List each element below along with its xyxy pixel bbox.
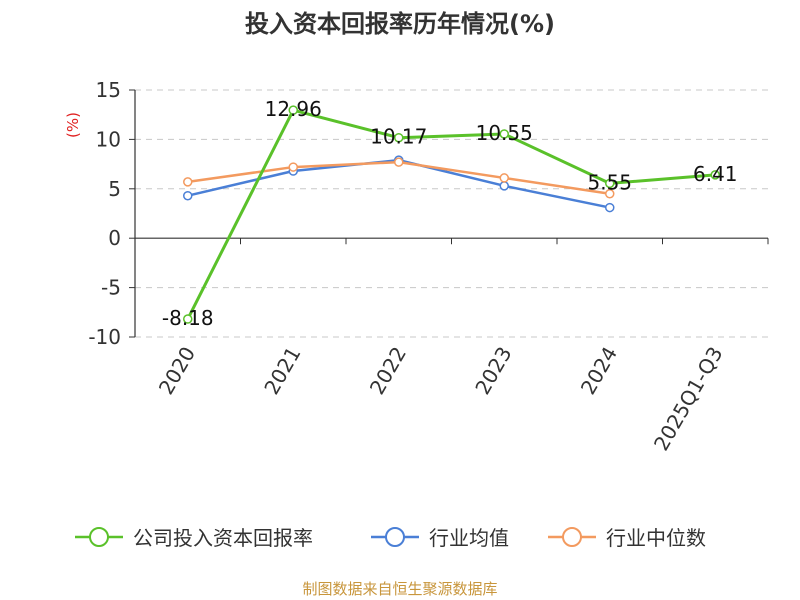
x-tick-label: 2021 xyxy=(259,343,305,399)
legend-marker xyxy=(89,527,109,547)
data-labels: -8.18 12.96 10.17 10.55 5.55 6.41 xyxy=(162,97,738,330)
y-tick-label: 0 xyxy=(108,226,121,250)
data-point xyxy=(183,177,193,187)
data-point xyxy=(499,181,509,191)
legend-label: 行业中位数 xyxy=(606,526,706,550)
data-point xyxy=(499,173,509,183)
data-point xyxy=(288,162,298,172)
legend-marker xyxy=(385,527,405,547)
data-point xyxy=(605,178,615,189)
y-tick-label: 5 xyxy=(108,177,121,201)
y-tick-label: 10 xyxy=(96,127,121,151)
x-tick-label: 2022 xyxy=(365,343,411,399)
x-tick-label: 2024 xyxy=(576,343,622,399)
legend-label: 行业均值 xyxy=(429,526,509,550)
x-tick-labels: 2020 2021 2022 2023 2024 2025Q1-Q3 xyxy=(154,343,728,455)
series-lines xyxy=(183,105,720,324)
data-label: 6.41 xyxy=(693,162,738,186)
legend-marker xyxy=(562,527,582,547)
y-tick-label: 15 xyxy=(96,78,121,102)
data-point xyxy=(394,132,404,143)
y-tick-label: -10 xyxy=(88,325,121,349)
data-label: 10.17 xyxy=(370,125,427,149)
x-tick-label: 2023 xyxy=(470,343,516,399)
data-point xyxy=(605,202,615,213)
axes xyxy=(129,89,769,338)
data-point xyxy=(288,105,298,115)
x-tick-label: 2020 xyxy=(154,343,200,399)
source-note: 制图数据来自恒生聚源数据库 xyxy=(302,580,498,598)
data-label: 12.96 xyxy=(265,97,322,121)
data-point xyxy=(605,188,615,199)
data-label: 5.55 xyxy=(587,170,632,194)
data-point xyxy=(394,157,404,167)
data-point xyxy=(183,190,193,201)
y-axis-unit-label: (%) xyxy=(64,112,82,138)
series-line-0 xyxy=(186,108,716,320)
chart-title: 投入资本回报率历年情况(%) xyxy=(245,10,555,38)
grid-lines xyxy=(135,89,768,338)
y-tick-labels: 15 10 5 0 -5 -10 xyxy=(88,78,121,349)
legend-label: 公司投入资本回报率 xyxy=(133,526,313,550)
x-tick-label: 2025Q1-Q3 xyxy=(649,343,728,455)
data-point xyxy=(183,314,193,324)
data-label: -8.18 xyxy=(162,306,214,330)
data-point xyxy=(499,129,509,139)
data-point xyxy=(710,170,720,180)
data-label: 10.55 xyxy=(476,121,533,145)
y-tick-label: -5 xyxy=(101,276,121,300)
legend: 公司投入资本回报率 行业均值 行业中位数 xyxy=(75,526,706,550)
